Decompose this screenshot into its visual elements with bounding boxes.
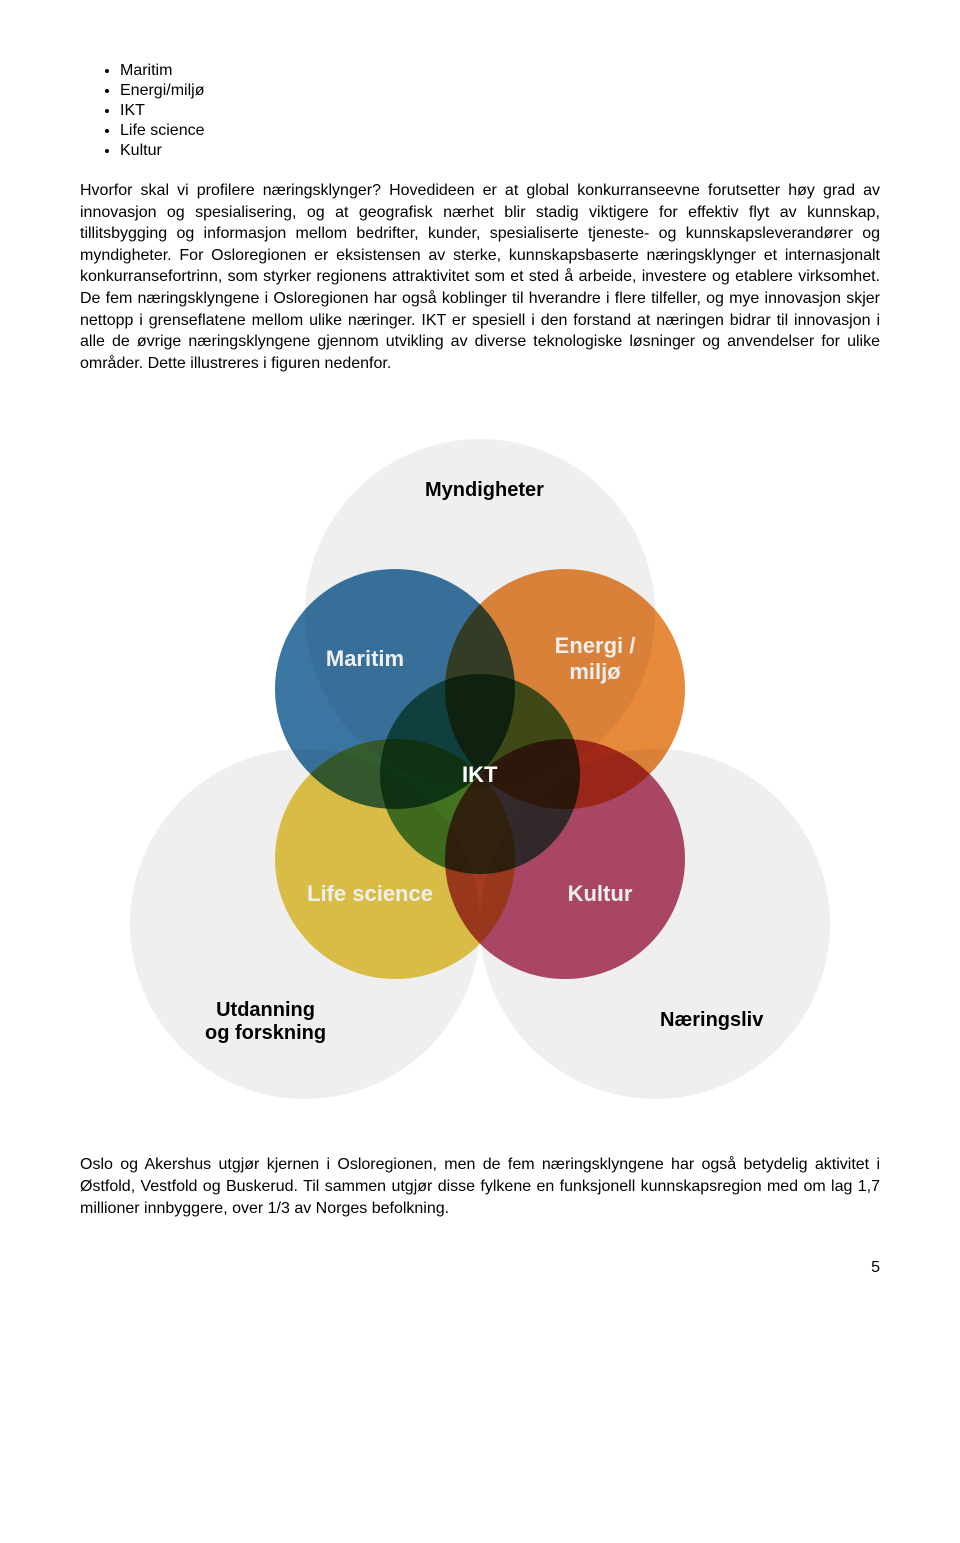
- bullet-item: Life science: [120, 122, 880, 140]
- venn-diagram: Myndigheter Utdanningog forskning Næringsl…: [130, 434, 830, 1114]
- circle-label: Maritim: [326, 646, 404, 672]
- bg-label: Utdanningog forskning: [205, 999, 326, 1045]
- bullet-item: Maritim: [120, 62, 880, 80]
- center-label: IKT: [462, 762, 497, 788]
- circle-label: Life science: [307, 881, 433, 907]
- bullet-list: Maritim Energi/miljø IKT Life science Ku…: [80, 62, 880, 160]
- bg-label: Næringsliv: [660, 1009, 763, 1032]
- circle-label: Energi /miljø: [555, 633, 636, 685]
- page-number: 5: [80, 1259, 880, 1277]
- bullet-item: Energi/miljø: [120, 82, 880, 100]
- bullet-item: Kultur: [120, 142, 880, 160]
- paragraph-1: Hvorfor skal vi profilere næringsklynger…: [80, 180, 880, 374]
- bullet-item: IKT: [120, 102, 880, 120]
- circle-label: Kultur: [568, 881, 633, 907]
- bg-label: Myndigheter: [425, 479, 544, 502]
- paragraph-2: Oslo og Akershus utgjør kjernen i Oslore…: [80, 1154, 880, 1219]
